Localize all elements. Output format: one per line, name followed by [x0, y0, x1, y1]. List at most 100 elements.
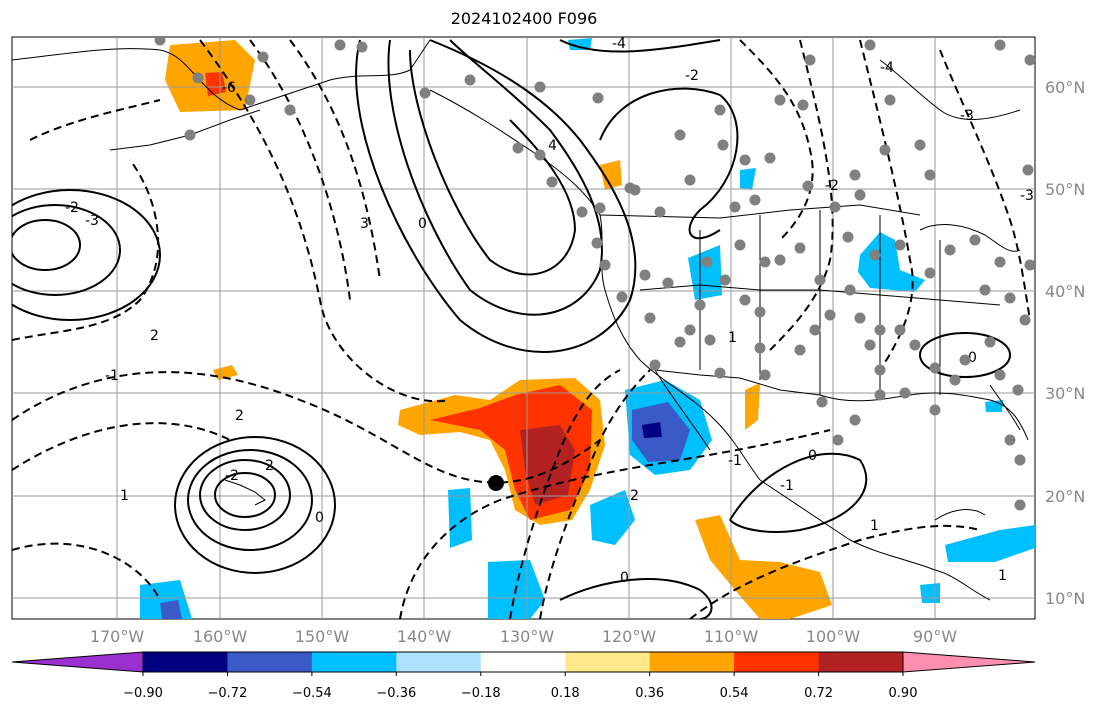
station-dot — [599, 259, 611, 271]
station-dot — [701, 256, 713, 268]
station-dot — [894, 324, 906, 336]
colorbar-segment — [143, 652, 228, 672]
contour-label: 1 — [998, 568, 1007, 584]
station-dot — [759, 369, 771, 381]
colorbar-extend-low — [11, 651, 144, 673]
lon-label-140: 140°W — [397, 627, 452, 646]
station-dot — [824, 309, 836, 321]
contour-label: 4 — [548, 138, 557, 154]
station-dot — [154, 37, 166, 46]
station-dot — [849, 414, 861, 426]
contours-solid — [12, 39, 1011, 619]
station-dot — [854, 189, 866, 201]
contour-dash-15 — [739, 39, 814, 241]
station-dot — [849, 169, 861, 181]
station-dot — [929, 404, 941, 416]
station-dot — [534, 149, 546, 161]
station-dot — [192, 72, 204, 84]
contour-dash-2 — [12, 422, 231, 471]
colorbar-tick-label: −0.90 — [123, 686, 163, 701]
lat-label-60: 60°N — [1045, 78, 1085, 97]
contour-label: -1 — [728, 453, 742, 469]
station-dot — [1012, 384, 1024, 396]
contour-dash-14 — [939, 49, 1031, 321]
station-dot — [969, 234, 981, 246]
us-mexico-border — [654, 369, 821, 396]
contour-dash-9 — [539, 369, 651, 619]
station-dot — [924, 267, 936, 279]
contour-dash-7 — [12, 159, 160, 341]
station-dot — [874, 389, 886, 401]
station-dot — [909, 339, 921, 351]
contour-label: 3 — [360, 216, 369, 232]
colorbar-tick-label: 0.54 — [720, 686, 749, 701]
station-dot — [1022, 164, 1034, 176]
contour-west-3 — [12, 189, 161, 321]
hawaii — [224, 479, 266, 506]
station-dot — [832, 434, 844, 446]
station-dot — [874, 364, 886, 376]
station-dot — [749, 194, 761, 206]
station-dot — [894, 239, 906, 251]
contour-label: 2 — [265, 458, 274, 474]
shade-sub-1 — [590, 490, 635, 545]
lat-label-30: 30°N — [1045, 384, 1085, 403]
station-dot — [1014, 499, 1026, 511]
contour-label: 1 — [728, 330, 737, 346]
colorbar-segment — [227, 652, 313, 672]
station-dot — [829, 201, 841, 213]
station-dot — [244, 94, 256, 106]
shaded-negative — [140, 38, 1035, 619]
station-dot — [802, 180, 814, 192]
contour-label: 0 — [315, 510, 324, 526]
yucatan — [934, 509, 986, 521]
colorbar-segment — [480, 652, 566, 672]
alaska-coast — [12, 39, 431, 111]
lon-label-150: 150°W — [295, 627, 350, 646]
shade-sub-4b — [160, 600, 182, 619]
station-dot — [639, 269, 651, 281]
station-dot — [774, 254, 786, 266]
station-dot — [729, 201, 741, 213]
station-dot — [764, 152, 776, 164]
station-dot — [1019, 314, 1031, 326]
shade-baja-core — [642, 422, 662, 438]
contour-label: -3 — [85, 213, 99, 229]
station-dot — [1004, 292, 1016, 304]
station-dot — [984, 336, 996, 348]
station-dot — [854, 312, 866, 324]
station-dot — [644, 312, 656, 324]
lat-label-50: 50°N — [1045, 180, 1085, 199]
station-dot — [534, 81, 546, 93]
station-dot — [804, 54, 816, 66]
map-frame — [11, 36, 1036, 620]
contour-label: -1 — [105, 368, 119, 384]
contour-label: 0 — [968, 350, 977, 366]
station-dot — [844, 284, 856, 296]
contour-label: -3 — [1020, 188, 1034, 204]
station-dot — [546, 176, 558, 188]
station-dot — [924, 169, 936, 181]
contours-dashed — [12, 39, 1031, 619]
colorbar-tick-label: −0.72 — [208, 686, 248, 701]
station-dot — [874, 324, 886, 336]
station-dot — [592, 92, 604, 104]
station-dot — [884, 94, 896, 106]
map-title: 2024102400 F096 — [450, 9, 598, 28]
station-dot — [624, 182, 636, 194]
station-dot — [994, 39, 1006, 51]
shade-trop — [695, 515, 832, 619]
shade-midwest — [858, 232, 925, 292]
station-dot — [959, 354, 971, 366]
contour-hawaii-1 — [214, 472, 276, 518]
lon-label-100: 100°W — [806, 627, 861, 646]
contour-ridge-2 — [387, 39, 603, 316]
contour-dash-1 — [12, 371, 601, 484]
station-dot — [869, 249, 881, 261]
contour-label: -6 — [222, 80, 236, 96]
colorbar-segment — [396, 652, 482, 672]
contour-north-1 — [599, 87, 739, 240]
shade-carib — [945, 525, 1035, 562]
lon-label-90: 90°W — [913, 627, 957, 646]
contour-label: -2 — [225, 468, 239, 484]
